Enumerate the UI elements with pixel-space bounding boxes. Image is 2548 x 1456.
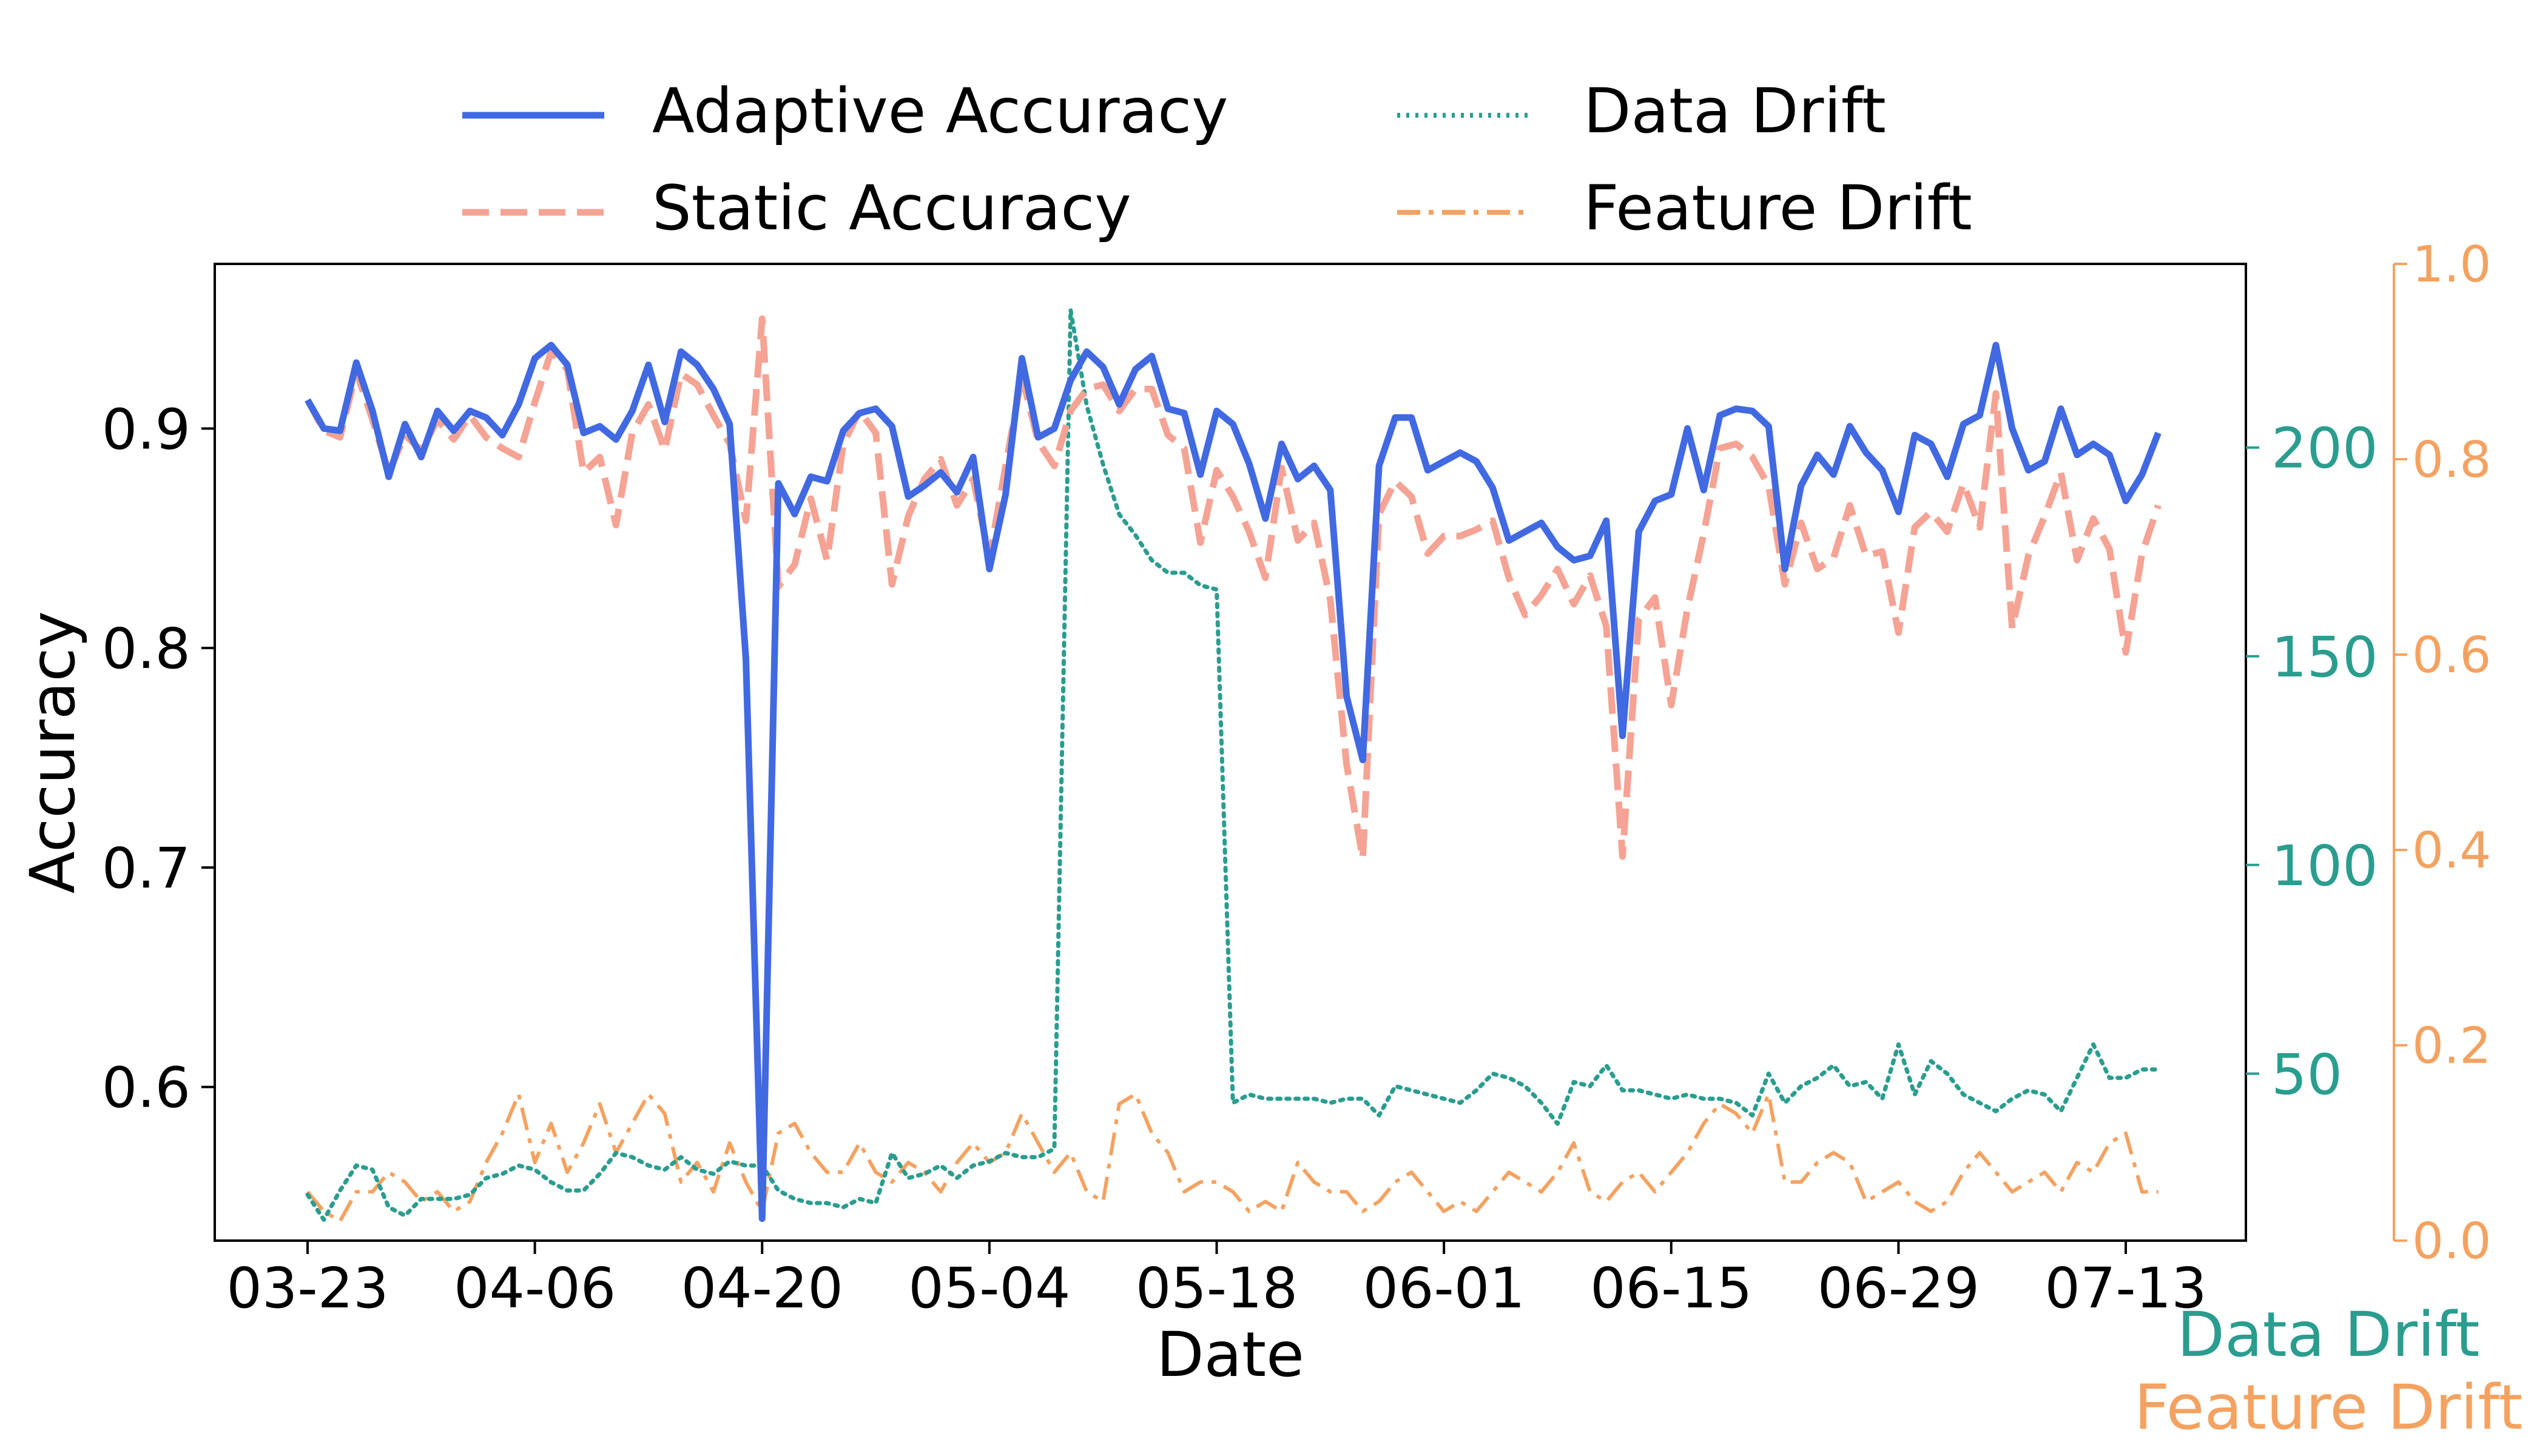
- series-layer: [305, 308, 2162, 1223]
- y-ticks-data-drift: 50 100 150 200: [2246, 416, 2378, 1107]
- data-drift-tick-label: 200: [2271, 416, 2378, 481]
- x-tick-label: 06-01: [1363, 1256, 1525, 1321]
- y-tick-label: 0.8: [102, 616, 190, 681]
- y-ticks-accuracy: 0.6 0.7 0.8 0.9: [102, 397, 215, 1121]
- plot-frame: [214, 263, 2247, 1242]
- x-axis: 03-23 04-06 04-20 05-04 05-18 06-01 06-15 06-29…: [226, 1241, 2207, 1391]
- x-tick-label: 03-23: [226, 1256, 388, 1321]
- legend-item-data-drift: Data Drift: [1397, 75, 1886, 147]
- legend: Adaptive Accuracy Static Accuracy Data D…: [462, 75, 1972, 244]
- legend-label-static: Static Accuracy: [652, 172, 1131, 244]
- x-tick-label: 04-06: [454, 1256, 616, 1321]
- series-line-data-drift: [305, 308, 2160, 1222]
- x-tick-label: 07-13: [2044, 1256, 2206, 1321]
- y-axis-feature-drift: 0.0 0.2 0.4 0.6 0.8 1.0 Feature Drift: [2134, 236, 2523, 1444]
- legend-item-static: Static Accuracy: [462, 172, 1131, 244]
- feature-drift-tick-label: 0.0: [2412, 1213, 2491, 1270]
- data-drift-tick-label: 50: [2271, 1042, 2342, 1107]
- feature-drift-tick-label: 0.4: [2412, 822, 2491, 880]
- legend-label-data-drift: Data Drift: [1583, 75, 1886, 147]
- data-drift-axis-label: Data Drift: [2177, 1299, 2480, 1371]
- x-tick-label: 06-15: [1590, 1256, 1752, 1321]
- data-drift-tick-label: 100: [2271, 834, 2378, 898]
- plot-area: [214, 263, 2247, 1242]
- legend-item-adaptive: Adaptive Accuracy: [462, 75, 1228, 147]
- data-drift-tick-label: 150: [2271, 625, 2378, 690]
- x-tick-label: 05-18: [1136, 1256, 1298, 1321]
- x-tick-label: 06-29: [1818, 1256, 1980, 1321]
- feature-drift-axis-label: Feature Drift: [2134, 1372, 2523, 1444]
- series-line-static-accuracy: [305, 315, 2162, 862]
- series-line-adaptive-accuracy: [305, 342, 2162, 1222]
- legend-label-feature-drift: Feature Drift: [1583, 172, 1972, 244]
- feature-drift-tick-label: 0.6: [2412, 627, 2491, 684]
- x-axis-label: Date: [1156, 1319, 1304, 1391]
- y-tick-label: 0.9: [102, 397, 190, 462]
- y-tick-label: 0.7: [102, 836, 190, 901]
- y-ticks-feature-drift: 0.0 0.2 0.4 0.6 0.8 1.0: [2394, 236, 2491, 1270]
- y-axis-label: Accuracy: [17, 611, 89, 894]
- legend-item-feature-drift: Feature Drift: [1397, 172, 1972, 244]
- x-ticks: 03-23 04-06 04-20 05-04 05-18 06-01 06-15 06-29…: [226, 1241, 2207, 1321]
- y-axis-accuracy: 0.6 0.7 0.8 0.9 Accuracy: [17, 397, 215, 1121]
- feature-drift-tick-label: 0.2: [2412, 1017, 2491, 1075]
- y-axis-data-drift: 50 100 150 200 Data Drift: [2177, 416, 2480, 1371]
- feature-drift-tick-label: 1.0: [2412, 236, 2491, 294]
- y-tick-label: 0.6: [102, 1056, 190, 1121]
- x-tick-label: 05-04: [908, 1256, 1070, 1321]
- legend-label-adaptive: Adaptive Accuracy: [652, 75, 1228, 147]
- x-tick-label: 04-20: [681, 1256, 843, 1321]
- feature-drift-tick-label: 0.8: [2412, 431, 2491, 489]
